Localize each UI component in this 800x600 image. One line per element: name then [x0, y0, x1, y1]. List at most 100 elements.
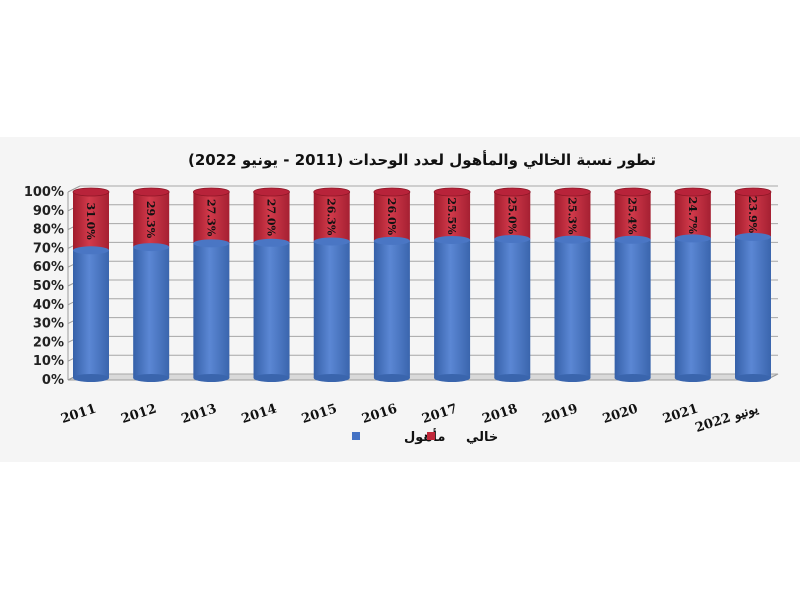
data-label: 27.3%: [204, 199, 217, 237]
bar-occupied: [674, 238, 711, 378]
bar-vacant-cap: [614, 187, 652, 197]
bar-occupied-base: [73, 374, 109, 382]
y-tick-label: 40%: [33, 298, 64, 313]
bars: 31.0% 29.3% 27.3% 27.0% 26.3% 26.0% 25.5% 25.0%…: [72, 187, 772, 382]
stacked-bar-chart: تطور نسبة الخالي والمأهول لعدد الوحدات (…: [24, 150, 779, 445]
x-tick-label: 2019: [541, 402, 580, 427]
bar-occupied: [735, 236, 771, 378]
bar-occupied: [73, 250, 109, 378]
bar-occupied: [434, 239, 471, 378]
legend-swatch-vacant: [427, 432, 435, 440]
legend: مأهول خالي: [352, 428, 498, 445]
legend-label-occupied: مأهول: [404, 428, 445, 445]
bar-occupied: [133, 247, 170, 378]
bar-vacant-cap: [674, 187, 712, 197]
bar-vacant: [193, 192, 230, 244]
data-label: 29.3%: [144, 201, 157, 239]
bar-occupied: [554, 239, 591, 378]
bar-occupied-base: [674, 374, 711, 382]
data-label: 26.0%: [385, 198, 398, 236]
bar-occupied-cap: [614, 235, 651, 244]
y-tick-label: 10%: [33, 354, 64, 369]
bar-occupied: [253, 242, 290, 378]
bar-occupied: [494, 239, 531, 378]
x-tick-label: 2018: [480, 402, 519, 427]
bar-occupied-base: [193, 374, 230, 382]
bar-occupied-cap: [494, 235, 531, 243]
legend-swatch-occupied: [352, 432, 360, 440]
bar-vacant: [554, 192, 591, 240]
y-tick-label: 50%: [33, 279, 64, 294]
bar-vacant: [313, 192, 350, 242]
bar-vacant-cap: [734, 187, 772, 197]
y-tick-label: 30%: [33, 317, 64, 332]
bar-occupied: [313, 241, 350, 378]
bar-vacant: [133, 192, 170, 248]
x-tick-label: 2020: [601, 402, 640, 427]
bar-occupied-cap: [313, 237, 350, 246]
bar-vacant-cap: [373, 187, 411, 197]
y-tick-label: 70%: [33, 241, 64, 256]
y-tick-label: 0%: [42, 373, 64, 388]
bar-occupied-cap: [133, 243, 170, 252]
bar-occupied-base: [434, 374, 471, 382]
y-tick-label: 60%: [33, 260, 64, 275]
data-label: 25.4%: [626, 197, 639, 235]
bar-occupied-base: [133, 374, 170, 382]
bar-vacant-cap: [313, 187, 351, 197]
bar-vacant-cap: [433, 187, 471, 197]
bar-occupied-cap: [373, 236, 410, 245]
x-tick-label: 2012: [119, 402, 158, 427]
chart-panel: تطور نسبة الخالي والمأهول لعدد الوحدات (…: [0, 137, 800, 462]
data-label: 25.3%: [565, 197, 578, 235]
x-tick-label: 2014: [240, 402, 279, 427]
bar-vacant: [614, 192, 651, 240]
bar-occupied-base: [554, 374, 591, 382]
y-tick-label: 90%: [33, 204, 64, 219]
bar-vacant: [373, 192, 410, 241]
bar-vacant: [73, 192, 109, 251]
bar-vacant-cap: [253, 187, 290, 197]
gridline-depth: [67, 185, 81, 193]
bar-occupied-base: [313, 374, 350, 382]
chart-floor: [67, 373, 779, 381]
bar-occupied-cap: [674, 234, 711, 243]
x-tick-label: 2013: [180, 402, 219, 427]
data-label: 25.0%: [505, 197, 518, 235]
x-tick-label: 2011: [59, 402, 98, 427]
bar-occupied-base: [494, 374, 531, 382]
y-tick-label: 100%: [24, 185, 64, 200]
bar-vacant: [674, 192, 711, 239]
data-label: 25.5%: [445, 197, 458, 235]
bar-occupied: [373, 240, 410, 378]
bar-vacant-cap: [493, 187, 531, 197]
bar-vacant: [735, 192, 771, 237]
bar-occupied-base: [373, 374, 410, 382]
bar-occupied-cap: [253, 238, 290, 247]
x-tick-label: 2016: [360, 402, 399, 427]
bar-vacant-cap: [192, 187, 230, 197]
bar-occupied-cap: [735, 232, 771, 241]
bar-occupied-base: [735, 374, 771, 382]
y-axis-ticks: 0% 10% 20% 30% 40% 50% 60% 70% 80% 90% 100%: [24, 185, 64, 388]
bar-occupied: [193, 243, 230, 378]
y-tick-label: 20%: [33, 335, 64, 350]
bar-vacant: [434, 192, 471, 240]
data-label: 31.0%: [84, 203, 97, 241]
bar-occupied-base: [253, 374, 290, 382]
data-label: 26.3%: [325, 198, 338, 236]
bar-vacant-cap: [554, 187, 591, 197]
chart-title: تطور نسبة الخالي والمأهول لعدد الوحدات (…: [188, 150, 656, 169]
gridlines: [67, 185, 779, 381]
x-tick-label: 2015: [300, 402, 339, 427]
y-tick-label: 80%: [33, 223, 64, 238]
bar-occupied-cap: [554, 235, 591, 244]
bar-vacant-cap: [132, 187, 170, 197]
bar-vacant: [253, 192, 290, 243]
bar-occupied-cap: [434, 235, 471, 244]
bar-vacant-cap: [72, 187, 110, 197]
bar-occupied-cap: [193, 239, 230, 248]
bar-occupied: [614, 239, 651, 378]
legend-label-vacant: خالي: [466, 430, 498, 445]
data-label: 24.7%: [686, 197, 699, 235]
